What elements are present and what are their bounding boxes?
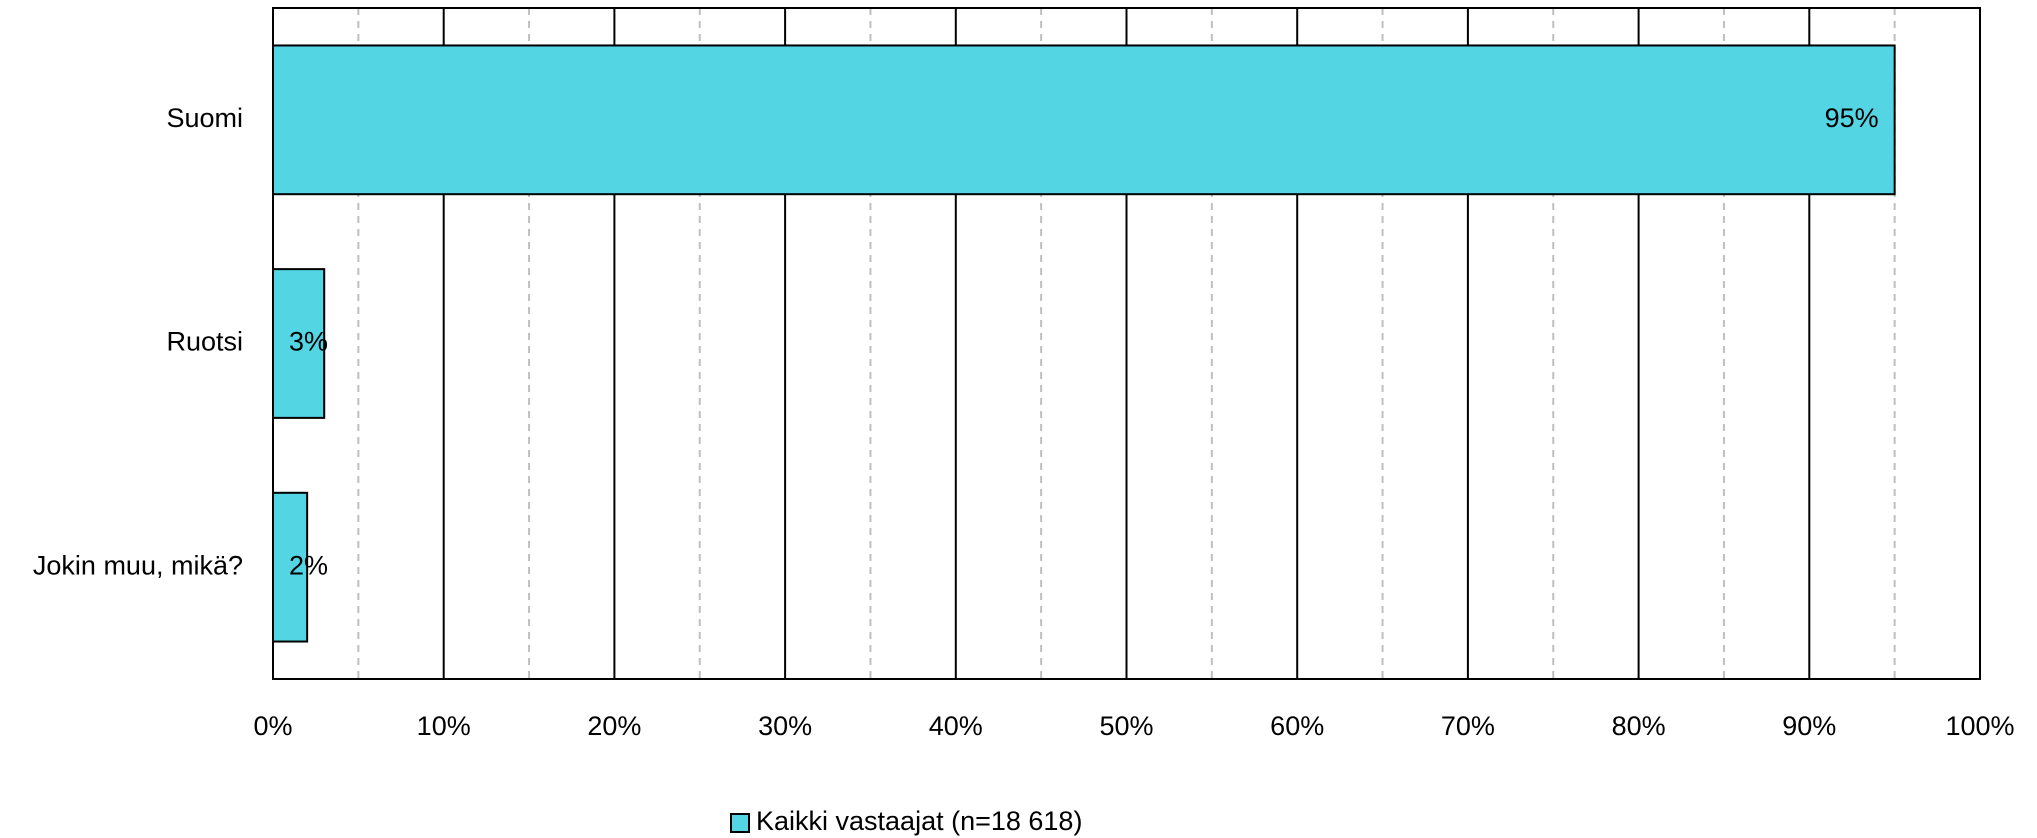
x-tick-label: 100% (1945, 711, 2014, 741)
plot-area-frame (272, 7, 1981, 680)
legend: Kaikki vastaajat (n=18 618) (730, 806, 1082, 836)
legend-swatch (730, 813, 750, 833)
category-label: Ruotsi (166, 327, 243, 357)
x-tick-label: 60% (1270, 711, 1324, 741)
category-labels: Suomi Ruotsi Jokin muu, mikä? (33, 103, 243, 580)
data-label: 95% (1825, 103, 1879, 133)
category-label: Jokin muu, mikä? (33, 550, 243, 580)
bar (272, 44, 1896, 196)
data-labels: 95% 3% 2% (289, 103, 1879, 580)
x-tick-label: 30% (758, 711, 812, 741)
x-tick-label: 90% (1782, 711, 1836, 741)
x-tick-label: 20% (587, 711, 641, 741)
bars (272, 44, 1896, 643)
data-label: 3% (289, 327, 328, 357)
bar (272, 491, 309, 643)
x-tick-label: 10% (417, 711, 471, 741)
x-tick-label: 40% (929, 711, 983, 741)
data-label: 2% (289, 550, 328, 580)
x-tick-label: 80% (1612, 711, 1666, 741)
x-tick-label: 0% (253, 711, 292, 741)
minor-gridlines (357, 8, 1896, 679)
x-tick-label: 70% (1441, 711, 1495, 741)
bar (272, 268, 326, 419)
x-tick-label: 50% (1099, 711, 1153, 741)
legend-label: Kaikki vastaajat (n=18 618) (756, 806, 1082, 836)
x-tick-labels: 0% 10% 20% 30% 40% 50% 60% 70% 80% 90% 100% (253, 711, 2014, 741)
category-label: Suomi (166, 103, 243, 133)
